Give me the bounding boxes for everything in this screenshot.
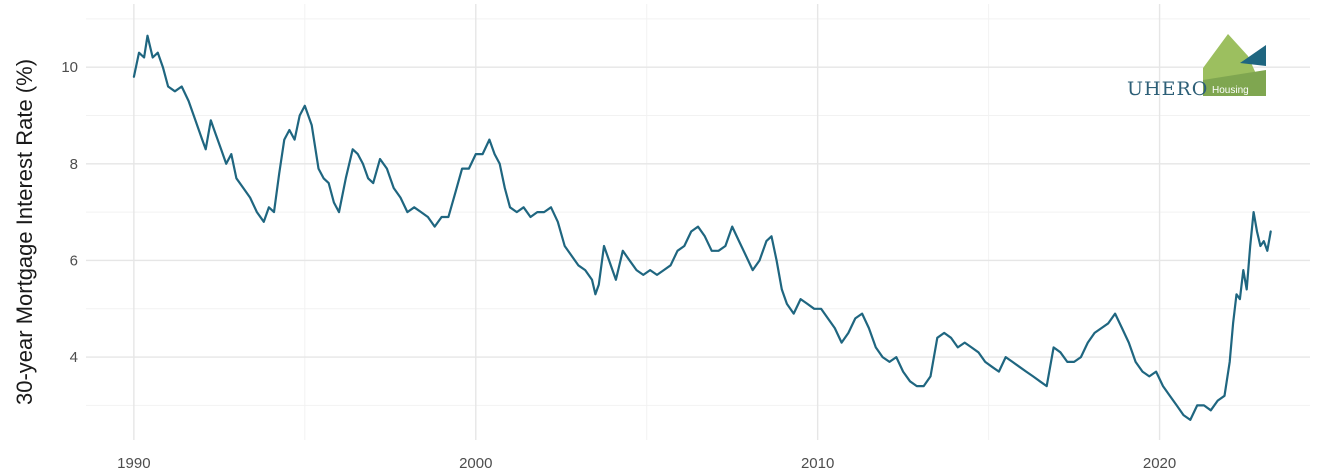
logo-housing-bar (1203, 70, 1266, 96)
y-axis-ticks: 4 6 8 10 (61, 59, 78, 366)
x-tick-label-2010: 2010 (801, 455, 834, 472)
y-tick-label-8: 8 (70, 156, 78, 173)
x-tick-label-2020: 2020 (1143, 455, 1176, 472)
x-tick-label-2000: 2000 (459, 455, 492, 472)
logo-subtext: Housing (1212, 85, 1249, 96)
x-axis-ticks: 1990 2000 2010 2020 (117, 455, 1176, 472)
x-tick-label-1990: 1990 (117, 455, 150, 472)
series-line (132, 34, 1272, 421)
y-tick-label-10: 10 (61, 59, 78, 76)
uhero-housing-logo: UHERO Housing (1127, 34, 1266, 100)
y-axis-label: 30-year Mortgage Interest Rate (%) (12, 59, 37, 405)
y-tick-label-4: 4 (70, 349, 78, 366)
logo-text: UHERO (1127, 78, 1208, 100)
minor-gridlines (86, 4, 1310, 440)
major-gridlines (86, 4, 1310, 440)
logo-mountain-shape-2 (1240, 45, 1266, 66)
y-tick-label-6: 6 (70, 252, 78, 269)
